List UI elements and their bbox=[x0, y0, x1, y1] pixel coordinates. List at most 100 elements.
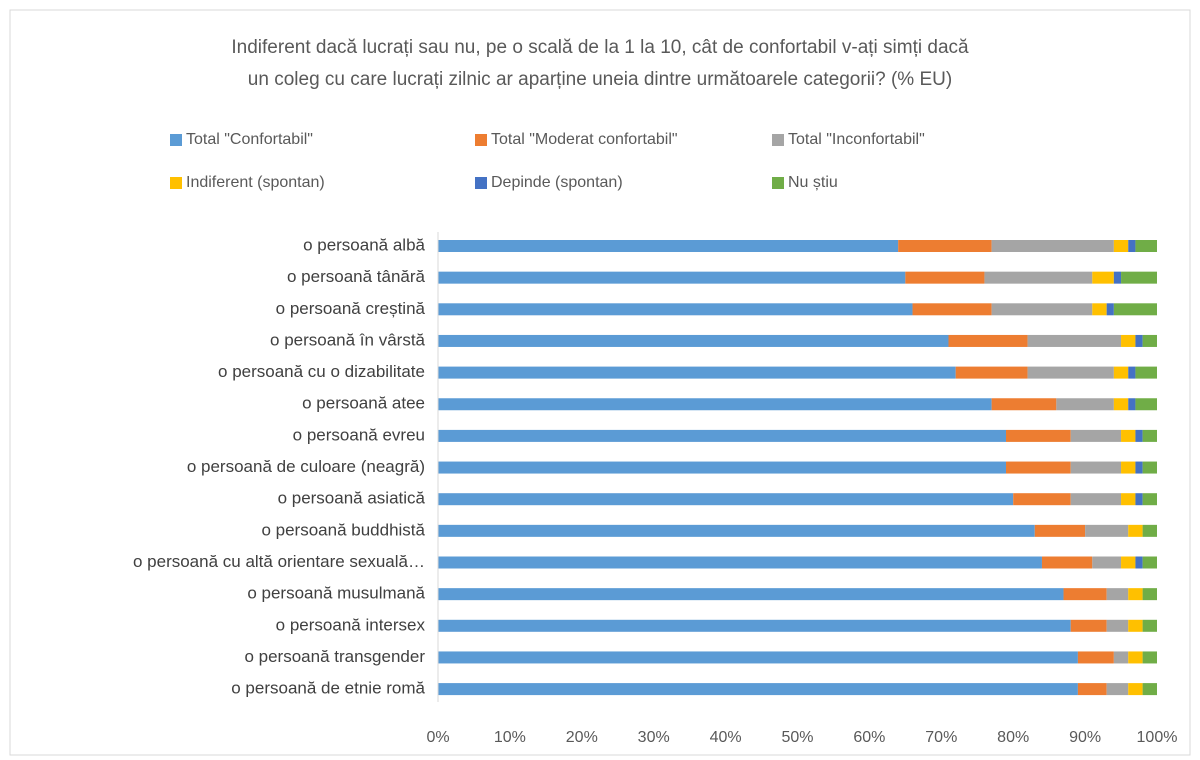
bar-segment bbox=[991, 398, 1057, 411]
bar-segment bbox=[1113, 398, 1129, 411]
x-tick-label: 30% bbox=[638, 729, 670, 746]
bar-segment bbox=[1135, 240, 1157, 252]
bar-segment bbox=[438, 461, 1007, 474]
bar-segment bbox=[1135, 429, 1143, 442]
bar-segment bbox=[1142, 651, 1157, 664]
bar-segment bbox=[1142, 588, 1157, 601]
legend-label: Nu știu bbox=[788, 174, 838, 191]
bar-segment bbox=[1121, 556, 1136, 569]
bar-segment bbox=[1128, 651, 1143, 664]
y-tick-label: o persoană de etnie romă bbox=[231, 679, 425, 698]
bar-segment bbox=[1013, 493, 1071, 506]
bar-segment bbox=[1128, 619, 1143, 632]
bar-segment bbox=[948, 334, 1028, 347]
x-tick-label: 40% bbox=[710, 729, 742, 746]
y-tick-label: o persoană atee bbox=[302, 394, 425, 413]
y-tick-label: o persoană tânără bbox=[287, 267, 426, 286]
legend-label: Depinde (spontan) bbox=[491, 174, 623, 191]
bar-segment bbox=[1056, 398, 1114, 411]
bar-segment bbox=[991, 303, 1093, 316]
bar-segment bbox=[438, 651, 1078, 664]
chart-title: un coleg cu care lucrați zilnic ar aparț… bbox=[248, 69, 952, 90]
bar-segment bbox=[1128, 524, 1143, 537]
bar-segment bbox=[438, 366, 956, 379]
bar-segment bbox=[1135, 398, 1157, 411]
bar-segment bbox=[1070, 619, 1107, 632]
bar-segment bbox=[1142, 619, 1157, 632]
bar-segment bbox=[1085, 524, 1129, 537]
x-tick-label: 60% bbox=[853, 729, 885, 746]
bar-segment bbox=[984, 271, 1093, 284]
bar-segment bbox=[1077, 683, 1107, 696]
y-tick-label: o persoană albă bbox=[303, 235, 425, 254]
bar-segment bbox=[1121, 334, 1136, 347]
bar-segment bbox=[438, 271, 906, 284]
bar-segment bbox=[1077, 651, 1114, 664]
bar-segment bbox=[1034, 524, 1086, 537]
bar-segment bbox=[1142, 334, 1157, 347]
bar-segment bbox=[438, 683, 1078, 696]
y-tick-label: o persoană de culoare (neagră) bbox=[187, 457, 425, 476]
y-tick-label: o persoană evreu bbox=[293, 425, 425, 444]
bar-segment bbox=[438, 556, 1042, 569]
bar-segment bbox=[1041, 556, 1093, 569]
chart-title: Indiferent dacă lucrați sau nu, pe o sca… bbox=[231, 37, 969, 58]
legend-swatch bbox=[475, 134, 487, 146]
bar-segment bbox=[1128, 240, 1136, 252]
bar-segment bbox=[1135, 334, 1143, 347]
bar-segment bbox=[1070, 461, 1122, 474]
bar-segment bbox=[1063, 588, 1107, 601]
bar-segment bbox=[438, 619, 1071, 632]
bar-segment bbox=[1113, 651, 1129, 664]
bar-segment bbox=[438, 240, 899, 252]
x-tick-label: 0% bbox=[426, 729, 449, 746]
bar-segment bbox=[1142, 429, 1157, 442]
bar-segment bbox=[1070, 493, 1122, 506]
bar-segment bbox=[1106, 619, 1129, 632]
legend-label: Total "Moderat confortabil" bbox=[491, 131, 678, 148]
bar-segment bbox=[438, 588, 1064, 601]
bar-segment bbox=[1092, 271, 1114, 284]
legend-label: Total "Confortabil" bbox=[186, 131, 313, 148]
bar-segment bbox=[1106, 303, 1114, 316]
bar-segment bbox=[438, 398, 992, 411]
x-tick-label: 80% bbox=[997, 729, 1029, 746]
y-tick-label: o persoană intersex bbox=[276, 615, 426, 634]
bar-segment bbox=[1142, 461, 1157, 474]
x-tick-label: 10% bbox=[494, 729, 526, 746]
bar-segment bbox=[1142, 493, 1157, 506]
bar-segment bbox=[955, 366, 1028, 379]
bar-segment bbox=[1135, 366, 1157, 379]
bar-segment bbox=[1128, 683, 1143, 696]
bar-segment bbox=[1027, 334, 1122, 347]
bar-segment bbox=[1128, 398, 1136, 411]
legend-swatch bbox=[170, 134, 182, 146]
bar-segment bbox=[1121, 271, 1157, 284]
bar-segment bbox=[1092, 556, 1122, 569]
bar-segment bbox=[1113, 366, 1129, 379]
y-tick-label: o persoană cu o dizabilitate bbox=[218, 362, 425, 381]
x-tick-label: 50% bbox=[781, 729, 813, 746]
bar-segment bbox=[1113, 303, 1157, 316]
bar-segment bbox=[1106, 588, 1129, 601]
bar-segment bbox=[438, 524, 1035, 537]
bar-segment bbox=[1070, 429, 1122, 442]
x-tick-label: 100% bbox=[1137, 729, 1178, 746]
bar-segment bbox=[438, 303, 913, 316]
y-tick-label: o persoană transgender bbox=[244, 647, 425, 666]
bar-segment bbox=[1128, 366, 1136, 379]
bar-segment bbox=[1092, 303, 1107, 316]
bar-segment bbox=[1142, 683, 1157, 696]
bar-segment bbox=[1006, 429, 1071, 442]
bar-segment bbox=[1135, 461, 1143, 474]
bar-segment bbox=[438, 493, 1014, 506]
y-tick-label: o persoană asiatică bbox=[278, 489, 426, 508]
y-tick-label: o persoană musulmană bbox=[247, 584, 425, 603]
x-tick-label: 70% bbox=[925, 729, 957, 746]
y-tick-label: o persoană creștină bbox=[276, 299, 426, 318]
x-tick-label: 90% bbox=[1069, 729, 1101, 746]
bar-segment bbox=[912, 303, 992, 316]
bar-segment bbox=[1142, 524, 1157, 537]
bar-segment bbox=[1135, 556, 1143, 569]
